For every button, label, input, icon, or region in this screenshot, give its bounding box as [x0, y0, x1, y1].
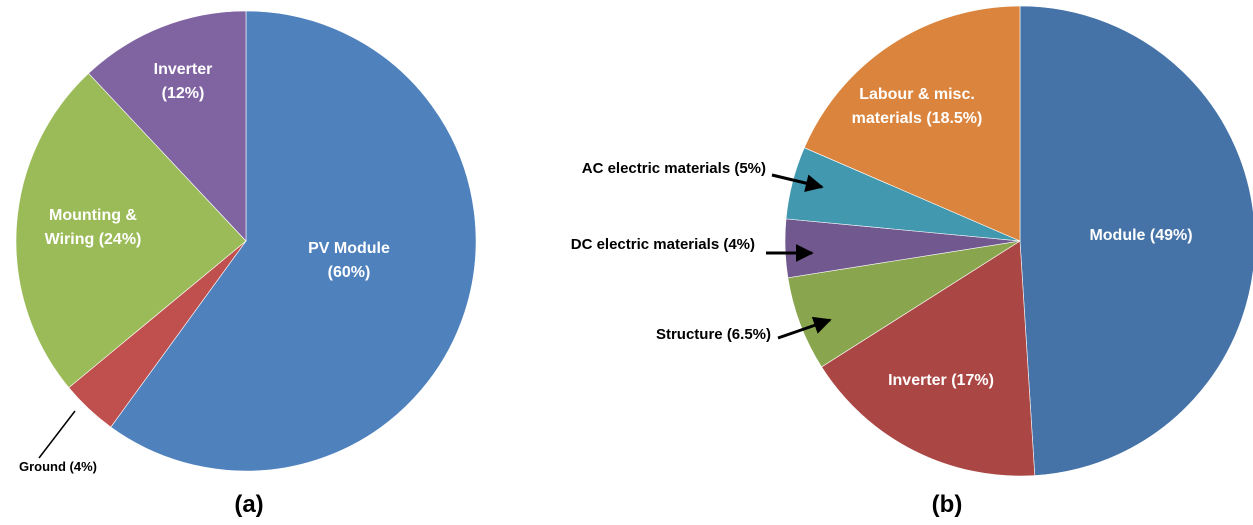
leader-line-ground-4 — [38, 410, 76, 459]
slice-label-structure-6-5: Structure (6.5%) — [656, 326, 771, 343]
pie-chart-b: Module (49%) Inverter (17%) Structure (6.5… — [571, 5, 1253, 477]
pie-slice-mounting — [15, 72, 247, 389]
slice-label-labour-misc: Labour & misc. materials (18.5%) — [852, 86, 983, 127]
pointer-arrow-structure-6-5 — [777, 316, 832, 340]
pie-slice-labour-misc — [803, 5, 1021, 242]
slice-label-ground-4: Ground (4%) — [19, 459, 97, 474]
slice-label-pv-module: PV Module (60%) — [308, 240, 390, 281]
panel-label-a: (a) — [234, 491, 263, 518]
pie-chart-a: PV Module (60%) Ground (4%) Mounting & Wirin… — [15, 10, 477, 474]
slice-label-dc-electric-materials-4: DC electric materials (4%) — [571, 236, 755, 253]
slice-label-module-49: Module (49%) — [1089, 227, 1192, 244]
pie-slice-module-49 — [1019, 5, 1253, 476]
pie-slice-inverter-17 — [821, 240, 1036, 477]
panel-label-b: (b) — [932, 491, 963, 518]
slice-label-inverter: Inverter (12%) — [154, 61, 213, 102]
slice-label-mounting: Mounting & Wiring (24%) — [45, 207, 142, 248]
slice-label-ac-electric-materials-5: AC electric materials (5%) — [582, 160, 766, 177]
pie-slice-pv-module — [110, 10, 477, 472]
slice-label-inverter-17: Inverter (17%) — [888, 372, 994, 389]
pie-slice-inverter — [88, 10, 247, 242]
pointer-arrow-ac-electric-materials-5 — [771, 173, 824, 192]
